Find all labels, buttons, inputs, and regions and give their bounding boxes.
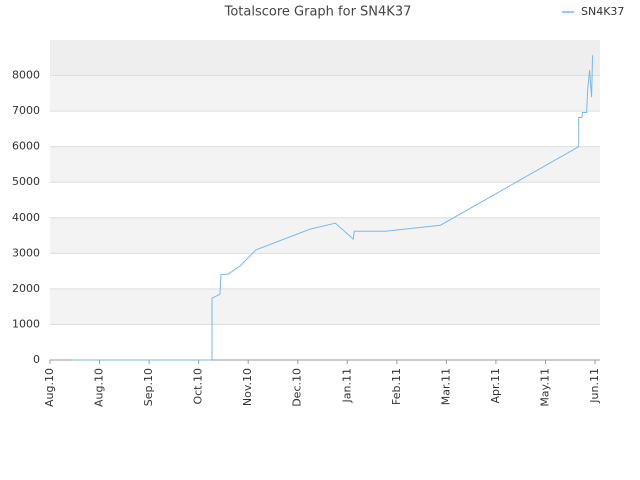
y-tick-label: 8000 [12, 69, 40, 82]
x-tick-label: Aug.10 [43, 368, 56, 407]
x-tick-label: Jun.11 [588, 368, 601, 404]
y-tick-label: 0 [33, 353, 40, 366]
data-line [72, 55, 594, 361]
x-tick-label: Jan.11 [340, 368, 353, 403]
grid-band [50, 75, 600, 112]
x-tick-label: Sep.10 [142, 368, 155, 406]
y-tick-label: 7000 [12, 104, 40, 117]
x-tick-label: Nov.10 [241, 368, 254, 406]
grid-band [50, 111, 600, 147]
y-tick-label: 3000 [12, 246, 40, 259]
y-tick-label: 1000 [12, 317, 40, 330]
grid-band [50, 182, 600, 218]
y-tick-label: 4000 [12, 211, 40, 224]
x-tick-label: Feb.11 [390, 368, 403, 405]
y-tick-label: 2000 [12, 282, 40, 295]
grid-band [50, 288, 600, 325]
grid-band [50, 253, 600, 289]
x-tick-label: Aug.10 [93, 368, 106, 407]
y-tick-label: 5000 [12, 175, 40, 188]
grid-band [50, 217, 600, 254]
x-tick-label: Mar.11 [439, 368, 452, 405]
chart-title: Totalscore Graph for SN4K37 [224, 5, 412, 20]
x-tick-label: Oct.10 [192, 368, 205, 405]
grid-band [50, 146, 600, 183]
x-tick-label: Apr.11 [489, 368, 502, 404]
x-tick-label: May.11 [538, 368, 551, 407]
grid-band [50, 324, 600, 360]
x-tick-label: Dec.10 [291, 368, 304, 407]
y-tick-label: 6000 [12, 140, 40, 153]
legend-label: SN4K37 [581, 5, 624, 18]
